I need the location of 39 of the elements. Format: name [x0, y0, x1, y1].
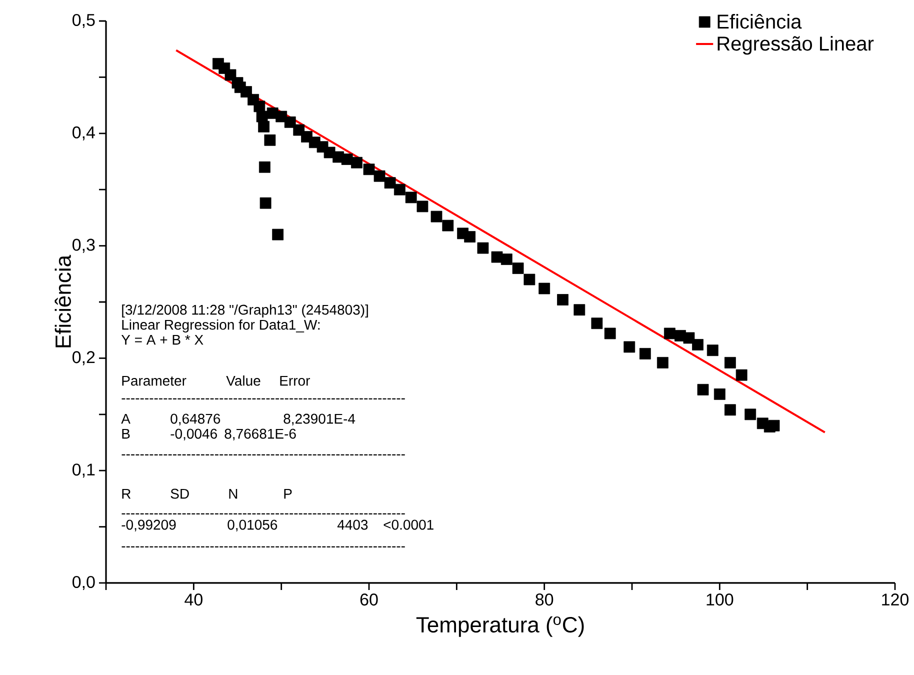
annotation: Value — [226, 375, 260, 386]
y-tick-label: 0,2 — [72, 351, 95, 366]
x-axis-title: Temperatura ($^{o}$C) — [416, 616, 584, 637]
annotation: R — [122, 488, 131, 499]
x-tick-label: 40 — [184, 594, 202, 606]
annotation: 8,23901E-4 — [284, 414, 356, 426]
legend-label: Eficiência — [718, 14, 802, 29]
y-tick-label: 0,5 — [72, 14, 95, 28]
annotation: [3/12/2008 11:28 "/Graph13" (2454803)] — [122, 304, 368, 318]
y-tick-label: 0,0 — [72, 576, 95, 590]
annotation: <0.0001 — [384, 520, 434, 530]
x-tick-label: 100 — [706, 594, 734, 606]
annotation: A — [121, 414, 130, 424]
annotation: 0,01056 — [228, 520, 278, 532]
y-tick-label: 0,4 — [72, 126, 95, 140]
annotation: Parameter — [122, 376, 186, 386]
annotation: ------------------------------------------------------------- — [122, 546, 405, 548]
annotation: P — [284, 488, 292, 499]
annotation: -0,99209 — [122, 520, 176, 532]
y-tick-label: 0,1 — [72, 464, 95, 478]
annotation: ------------------------------------------------------------- — [122, 513, 405, 514]
annotation: ------------------------------------------------------------- — [122, 454, 405, 456]
annotation: SD — [170, 488, 189, 499]
annotation: Linear Regression for Data1_W: — [122, 319, 320, 332]
annotation: Y = A + B * X — [121, 334, 204, 345]
annotation: 4403 — [337, 520, 368, 530]
x-tick-label: 60 — [360, 594, 378, 606]
annotation: 8,76681E-6 — [224, 428, 296, 440]
annotation: Error — [280, 376, 310, 386]
annotation: -0,0046 — [170, 428, 217, 440]
y-axis-title: Eficiência — [54, 254, 71, 348]
annotation: ------------------------------------------------------------- — [122, 398, 405, 400]
annotation: B — [122, 428, 130, 439]
x-tick-label: 120 — [882, 594, 909, 606]
annotation: 0,64876 — [170, 414, 220, 426]
legend-label: Regressão Linear — [718, 36, 874, 55]
y-tick-label: 0,3 — [72, 238, 95, 253]
x-tick-label: 80 — [536, 594, 554, 606]
annotation: N — [229, 488, 238, 499]
